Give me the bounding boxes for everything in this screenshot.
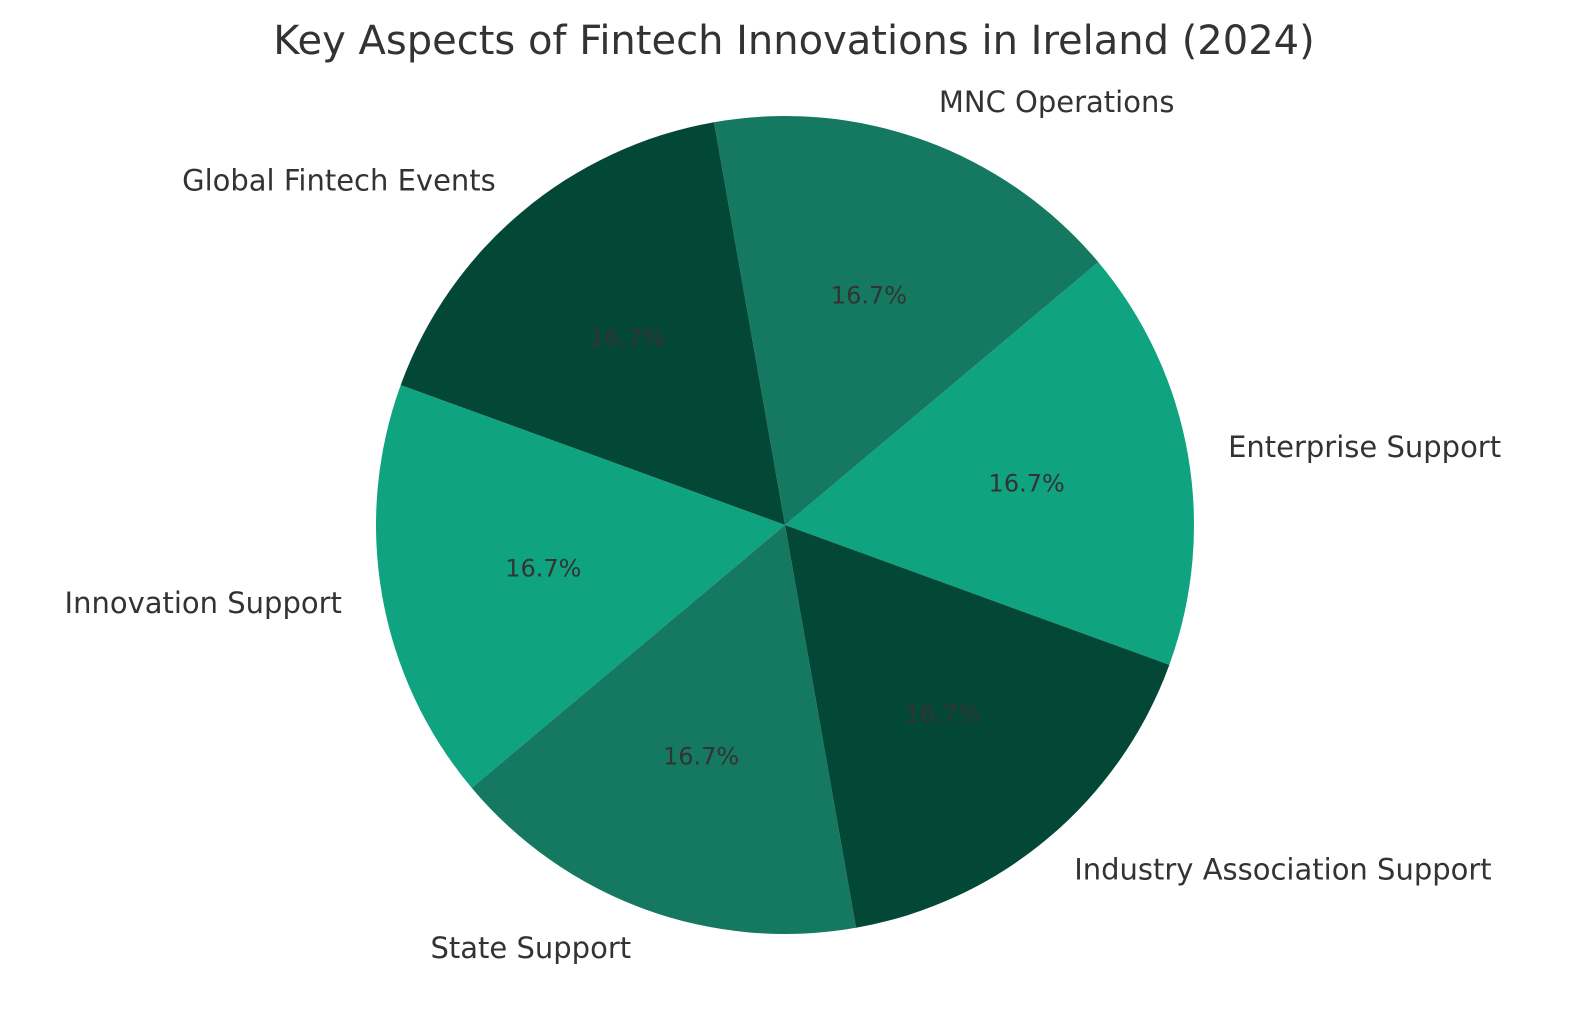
pie-percent-label: 16.7% (831, 281, 907, 309)
pie-slice-innovation-support (375, 385, 785, 788)
pie-slice-mnc-operations (713, 115, 1099, 525)
pie-category-label: MNC Operations (939, 85, 1175, 119)
pie-category-label: State Support (431, 931, 632, 965)
pie-category-label: Industry Association Support (1074, 853, 1491, 887)
pie-percent-label: 16.7% (663, 743, 739, 771)
pie-slice-industry-association-support (785, 525, 1170, 928)
pie-percent-label: 16.7% (505, 555, 581, 583)
pie-labels: 16.7% Enterprise Support 16.7% MNC Operatio… (65, 85, 1502, 965)
pie-slices (375, 115, 1194, 934)
pie-percent-label: 16.7% (905, 700, 981, 728)
pie-slice-enterprise-support (785, 262, 1194, 665)
pie-percent-label: 16.7% (589, 324, 665, 352)
pie-category-label: Global Fintech Events (182, 163, 496, 197)
pie-category-label: Enterprise Support (1228, 430, 1501, 464)
pie-category-label: Innovation Support (65, 586, 342, 620)
pie-slice-state-support (471, 525, 857, 934)
chart-title: Key Aspects of Fintech Innovations in Ir… (273, 18, 1314, 64)
pie-percent-label: 16.7% (989, 469, 1065, 497)
pie-slice-global-fintech-events (400, 122, 785, 526)
